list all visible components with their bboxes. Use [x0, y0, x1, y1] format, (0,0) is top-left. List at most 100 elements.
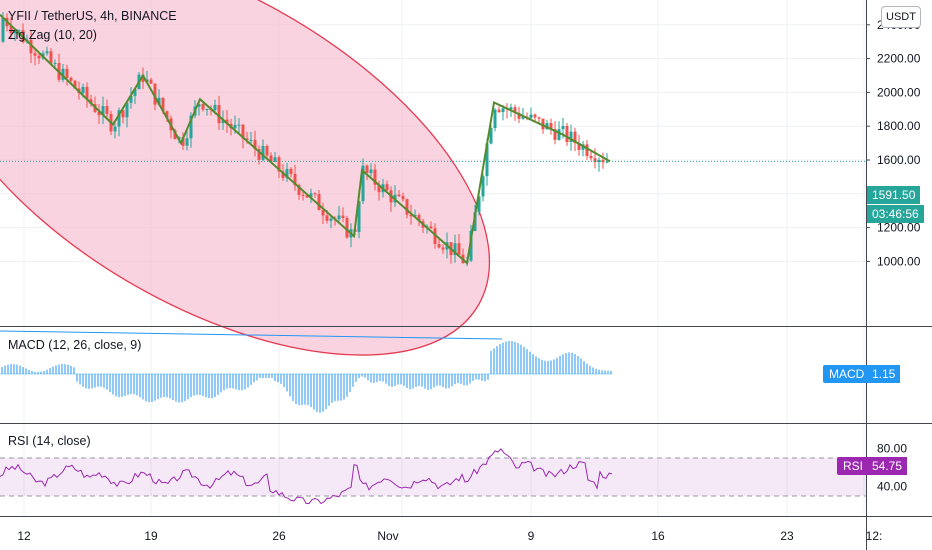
candle-body: [9, 26, 13, 34]
candle-body: [549, 123, 553, 130]
candle-body: [569, 131, 573, 142]
macd-line: [0, 330, 503, 340]
countdown-badge: 03:46:56: [867, 205, 924, 223]
candle-body: [401, 196, 405, 200]
candle-body: [301, 194, 305, 196]
candle-body: [361, 165, 365, 202]
candle-body: [493, 109, 497, 129]
candle-body: [85, 86, 89, 100]
candle-body: [245, 138, 249, 140]
candle-body: [577, 143, 581, 150]
candle-body: [181, 137, 185, 146]
rsi-band: [0, 458, 866, 496]
candle-body: [201, 104, 205, 110]
last-price-badge: 1591.50: [867, 186, 921, 204]
candle-body: [405, 199, 409, 215]
candle-body: [453, 243, 457, 256]
candle-body: [233, 124, 237, 129]
candle-body: [165, 111, 169, 119]
candle-body: [537, 117, 541, 119]
candle-body: [49, 51, 53, 64]
candle-body: [365, 165, 369, 173]
macd-legend[interactable]: MACD (12, 26, close, 9): [8, 338, 142, 352]
candle-body: [157, 97, 161, 105]
candle-body: [69, 77, 73, 81]
candle-body: [589, 155, 593, 159]
candle-body: [429, 226, 433, 229]
candle-body: [585, 144, 589, 156]
candle-body: [133, 89, 137, 96]
candle-body: [289, 168, 293, 174]
highlight-ellipse: [0, 0, 491, 356]
macd-tag-label: MACD: [829, 367, 865, 381]
candle-body: [237, 124, 241, 126]
candle-body: [97, 111, 101, 116]
candle-body: [241, 124, 245, 139]
candle-body: [397, 194, 401, 197]
time-axis-label: 26: [272, 529, 286, 543]
currency-button[interactable]: USDT: [881, 6, 921, 28]
time-axis-label: 12: [17, 529, 31, 543]
price-axis-label: 1200.00: [877, 221, 921, 235]
candle-body: [273, 157, 277, 162]
time-axis-label: 23: [780, 529, 794, 543]
candle-body: [533, 114, 537, 118]
candle-body: [385, 184, 389, 191]
time-axis-label: 12:: [866, 529, 883, 543]
candle-body: [357, 201, 361, 232]
candle-body: [313, 193, 317, 195]
time-axis-label: 19: [144, 529, 158, 543]
candle-body: [297, 185, 301, 195]
price-axis-label: 2000.00: [877, 85, 921, 99]
macd-value-tag: MACD: [823, 365, 871, 383]
price-axis-label: 1800.00: [877, 119, 921, 133]
candle-body: [277, 157, 281, 172]
time-axis-label: 16: [651, 529, 665, 543]
candle-body: [509, 107, 513, 110]
candle-body: [153, 83, 157, 105]
candle-body: [305, 195, 309, 198]
candle-body: [213, 104, 217, 111]
candle-body: [125, 102, 129, 118]
candle-body: [593, 158, 597, 163]
candle-body: [433, 228, 437, 245]
rsi-legend[interactable]: RSI (14, close): [8, 434, 91, 448]
candle-body: [489, 128, 493, 144]
candle-body: [141, 74, 145, 82]
candle-body: [473, 212, 477, 231]
candle-body: [605, 161, 609, 163]
rsi-value-tag: RSI: [837, 457, 870, 475]
candle-body: [565, 125, 569, 142]
candle-body: [409, 214, 413, 217]
zigzag-legend[interactable]: Zig Zag (10, 20): [8, 28, 97, 42]
candle-body: [249, 139, 253, 141]
candle-body: [205, 109, 209, 111]
candle-body: [529, 114, 533, 118]
macd-histogram: [1, 341, 612, 413]
candle-body: [481, 176, 485, 197]
candle-body: [33, 53, 37, 56]
candle-body: [269, 155, 273, 162]
candle-body: [117, 110, 121, 127]
candle-body: [89, 99, 93, 105]
candle-body: [113, 126, 117, 132]
candle-body: [285, 168, 289, 178]
candle-body: [485, 143, 489, 177]
price-axis-label: 1600.00: [877, 153, 921, 167]
candle-body: [373, 169, 377, 185]
symbol-title[interactable]: YFII / TetherUS, 4h, BINANCE: [8, 9, 177, 23]
candle-body: [561, 125, 565, 130]
candle-body: [293, 173, 297, 186]
rsi-line: [0, 448, 613, 505]
candle-body: [377, 184, 381, 193]
candle-body: [369, 169, 373, 173]
candle-body: [501, 108, 505, 113]
rsi-tag-label: RSI: [843, 459, 864, 473]
candle-body: [161, 97, 165, 112]
candle-body: [61, 68, 65, 80]
candle-body: [1, 17, 5, 42]
candle-body: [317, 193, 321, 211]
candle-body: [17, 30, 21, 32]
candle-body: [189, 115, 193, 139]
